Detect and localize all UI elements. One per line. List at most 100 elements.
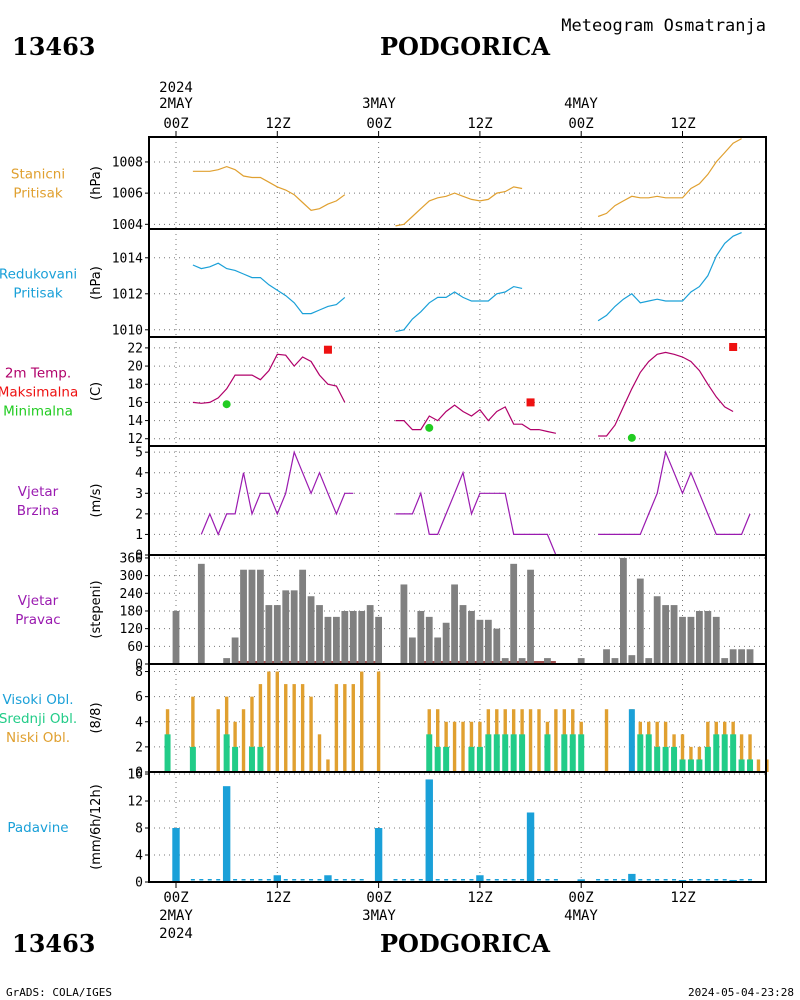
wind-dir-bar <box>375 616 382 664</box>
temperature-line <box>395 404 557 434</box>
y-tick-label: 0 <box>135 658 143 673</box>
y-tick-label: 1 <box>135 528 143 543</box>
cloud-mid-bar <box>637 734 644 772</box>
temp-min-marker <box>222 400 231 409</box>
meteogram-title: Meteogram Osmatranja <box>561 16 766 36</box>
top-tick-label: 00Z <box>568 116 593 132</box>
cloud-low-bar <box>604 709 609 772</box>
y-tick-label: 1008 <box>112 155 143 170</box>
cloud-mid-bar <box>747 759 754 772</box>
y-axis-unit: (m/s) <box>89 484 104 518</box>
cloud-mid-bar <box>426 734 433 772</box>
cloud-low-bar <box>334 684 339 772</box>
wind-dir-bar <box>746 649 754 664</box>
cloud-mid-bar <box>561 734 568 772</box>
precip-trace <box>596 879 601 881</box>
cloud-mid-bar <box>696 759 703 772</box>
precip-trace <box>536 879 541 881</box>
wind-dir-bar <box>493 628 501 664</box>
station_pressure-line <box>597 138 742 218</box>
precip-trace <box>216 879 221 881</box>
wind-dir-bar <box>290 590 298 664</box>
top-day-label: 3MAY <box>362 96 396 112</box>
temp-min-marker <box>425 423 434 432</box>
precip-trace <box>655 879 660 881</box>
wind-dir-bar <box>358 610 366 664</box>
precip-trace <box>435 879 440 881</box>
precip-trace <box>688 879 693 881</box>
cloud-low-bar <box>191 696 195 772</box>
precip-bar <box>628 873 636 882</box>
wind-dir-bar <box>197 563 205 664</box>
cloud-mid-bar <box>248 746 255 772</box>
y-tick-label: 2 <box>135 740 143 755</box>
y-tick-label: 240 <box>120 587 143 602</box>
cloud-low-bar <box>300 684 305 772</box>
y-tick-label: 22 <box>127 341 143 356</box>
cloud-low-bar <box>528 709 533 772</box>
y-tick-label: 3 <box>135 487 143 502</box>
wind-dir-bar <box>240 569 247 664</box>
cloud-mid-bar <box>232 746 239 772</box>
panel-side-label: 2m Temp. <box>5 366 71 382</box>
y-tick-label: 1010 <box>112 323 143 338</box>
precip-trace <box>410 879 415 881</box>
bottom-tick-label: 00Z <box>568 890 593 906</box>
wind-dir-bar <box>273 605 281 664</box>
panel-side-label: Srednji Obl. <box>0 711 77 727</box>
precip-trace <box>612 879 617 881</box>
precip-trace <box>199 879 204 881</box>
precip-trace <box>266 879 271 881</box>
y-tick-label: 12 <box>127 795 143 810</box>
precip-trace <box>359 879 364 881</box>
wind-dir-bar <box>265 605 273 664</box>
cloud-mid-bar <box>502 734 509 772</box>
precip-trace <box>697 879 702 881</box>
panels: 100410061008(hPa)StanicniPritisak1010101… <box>0 131 769 891</box>
top-time-axis: 2024 2MAY 3MAY 4MAY 00Z 12Z 00Z 12Z 00Z … <box>159 80 696 132</box>
panel-side-label: Brzina <box>17 503 59 519</box>
cloud-low-bar <box>317 734 322 772</box>
precip-bar <box>374 828 383 882</box>
wind-dir-bar <box>738 649 745 664</box>
cloud-mid-bar <box>468 746 475 772</box>
y-axis-unit: (C) <box>89 382 104 401</box>
wind-dir-bar <box>662 605 670 664</box>
wind-dir-bar <box>603 649 610 664</box>
wind-dir-bar <box>679 616 686 664</box>
y-axis-unit: (8/8) <box>89 702 104 733</box>
panel-side-label: Stanicni <box>11 167 65 183</box>
cloud-low-bar <box>452 721 457 772</box>
top-tick-label: 12Z <box>670 116 695 132</box>
station-name-bottom: PODGORICA <box>380 929 550 958</box>
cloud-mid-bar <box>704 746 711 772</box>
wind-dir-bar <box>459 605 467 664</box>
y-tick-label: 18 <box>127 378 143 393</box>
precip-trace <box>258 879 263 881</box>
cloud-mid-bar <box>189 746 196 772</box>
wind-dir-bar <box>408 637 416 664</box>
temp-min-marker <box>627 433 636 442</box>
y-axis-unit: (hPa) <box>89 166 104 200</box>
wind-dir-bar <box>544 658 551 664</box>
precip-trace <box>249 879 254 881</box>
cloud-low-bar <box>250 696 254 772</box>
cloud-mid-bar <box>654 746 661 772</box>
wind-dir-bar <box>231 637 239 664</box>
bottom-day-label: 2MAY <box>159 908 193 924</box>
cloud-mid-bar <box>544 734 551 772</box>
y-tick-label: 0 <box>135 766 143 781</box>
y-tick-label: 6 <box>135 690 143 705</box>
wind-dir-bar <box>712 616 720 664</box>
station_pressure-line <box>395 186 523 227</box>
wind-dir-bar <box>636 578 644 664</box>
wind-dir-bar <box>729 649 737 664</box>
y-tick-label: 8 <box>135 665 143 680</box>
wind_speed-line <box>598 450 751 536</box>
precip-trace <box>553 879 558 881</box>
precip-bar <box>172 828 180 882</box>
y-tick-label: 180 <box>120 604 143 619</box>
bottom-tick-label: 00Z <box>366 890 391 906</box>
precip-trace <box>207 879 212 881</box>
cloud-low-bar <box>216 709 220 772</box>
